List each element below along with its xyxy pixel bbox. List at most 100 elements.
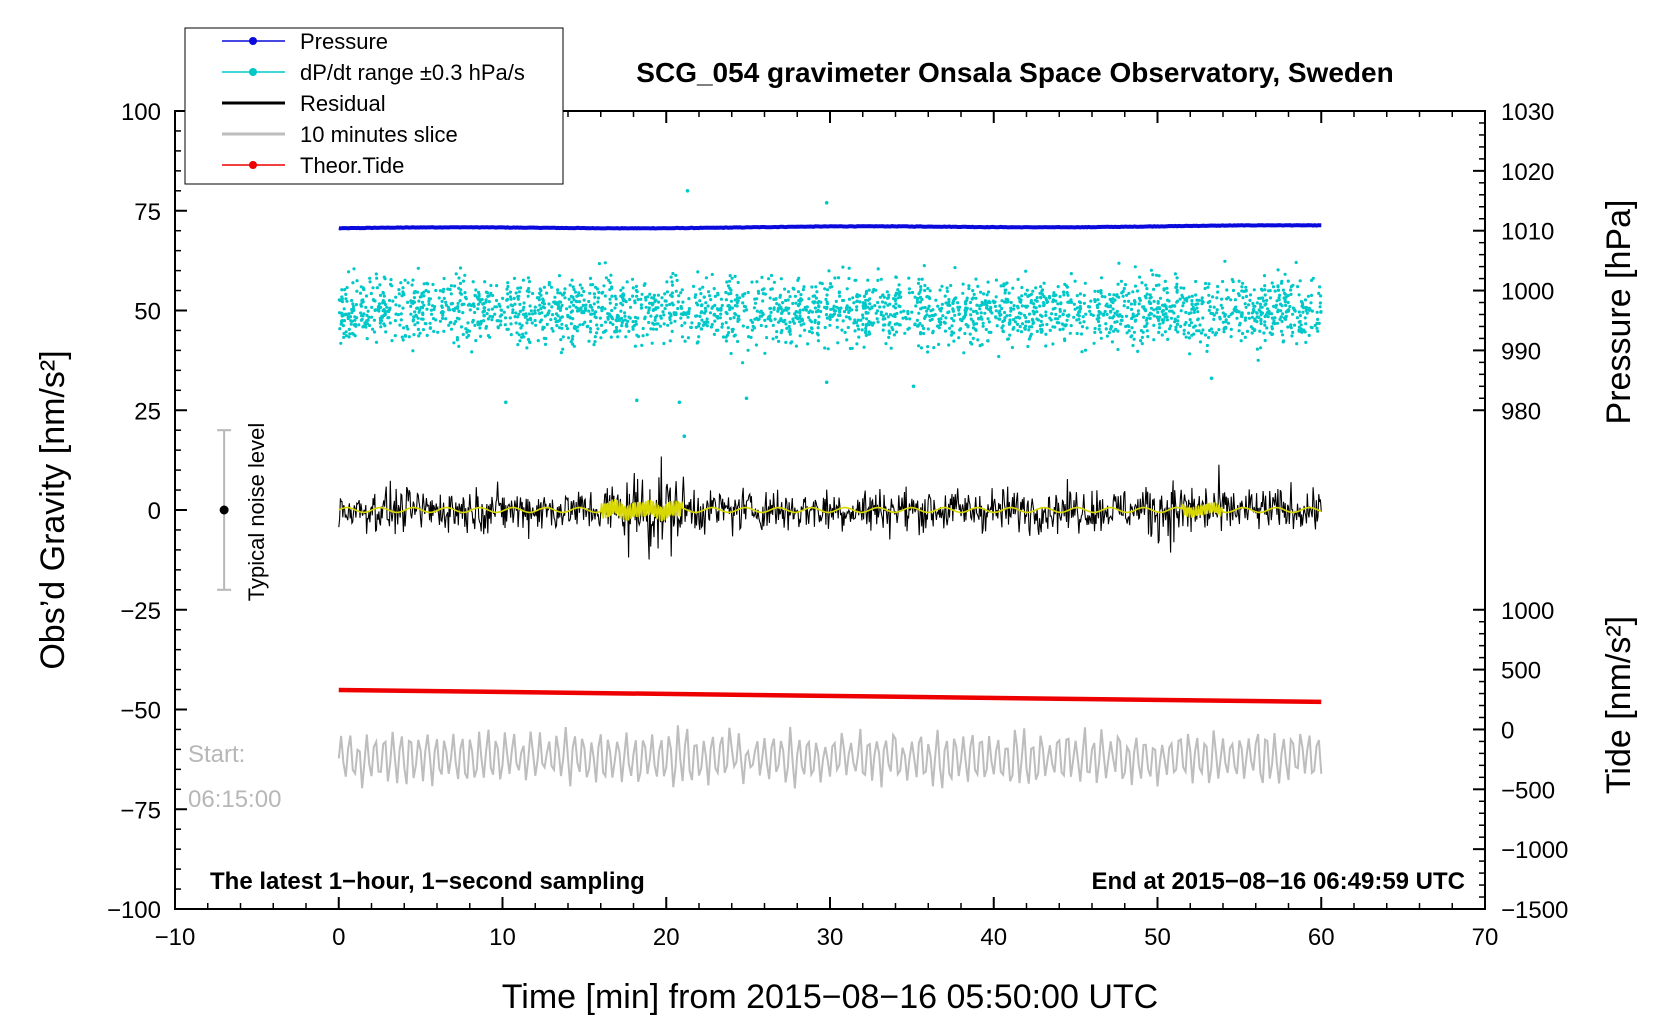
dpdt-point [799,323,803,327]
dpdt-point [1294,260,1298,265]
dpdt-point [1266,307,1270,311]
dpdt-point [1291,283,1295,287]
dpdt-point [1245,329,1250,333]
dpdt-point [633,299,637,303]
dpdt-point [393,319,397,323]
dpdt-point [1317,321,1321,325]
dpdt-point [951,301,955,305]
dpdt-point [712,313,716,317]
dpdt-point [563,287,567,291]
dpdt-point [391,299,395,303]
dpdt-point [828,317,832,321]
dpdt-point [864,322,869,327]
dpdt-point [1164,307,1169,311]
dpdt-point [1044,310,1048,314]
dpdt-point [1099,276,1104,280]
dpdt-point [780,310,785,314]
dpdt-point [1007,322,1012,326]
dpdt-point [1270,312,1274,316]
dpdt-point [455,338,459,342]
dpdt-point [352,323,356,327]
dpdt-point [945,289,950,293]
dpdt-point [538,287,542,291]
dpdt-point [572,287,576,292]
dpdt-point [401,286,405,290]
dpdt-point [594,310,598,314]
dpdt-point [1244,294,1249,298]
dpdt-point [449,327,454,331]
dpdt-point [953,266,957,270]
dpdt-point [658,324,663,328]
dpdt-point [1283,317,1288,321]
dpdt-point [833,276,837,280]
dpdt-point [399,318,403,322]
dpdt-point [449,284,453,288]
dpdt-point [461,332,465,337]
x-tick-label: 60 [1308,924,1335,951]
dpdt-point [1157,306,1162,310]
dpdt-point [1278,317,1282,321]
dpdt-point [436,330,440,334]
dpdt-point [1024,324,1028,328]
dpdt-point [857,335,861,339]
dpdt-point [422,290,426,294]
dpdt-point [1032,305,1036,309]
dpdt-point [893,322,897,326]
dpdt-point [390,284,394,288]
dpdt-point [847,297,852,301]
dpdt-point [919,285,923,289]
dpdt-point [947,343,951,347]
dpdt-point [603,307,607,311]
dpdt-point [1039,327,1043,331]
dpdt-point [464,297,468,301]
dpdt-point [1039,296,1043,300]
dpdt-point [1248,293,1253,297]
dpdt-point [508,290,512,294]
dpdt-point [506,327,510,331]
dpdt-point [1073,279,1077,283]
dpdt-point [975,303,979,307]
dpdt-point [1232,307,1236,312]
dpdt-point [561,347,565,351]
dpdt-point [851,296,855,300]
sampling-note: The latest 1−hour, 1−second sampling [210,868,645,895]
dpdt-point [639,306,644,310]
dpdt-point [1280,319,1284,324]
pressure-tick-label: 980 [1501,398,1541,425]
dpdt-point [1247,316,1251,320]
dpdt-point [561,335,565,339]
dpdt-point [669,293,673,297]
dpdt-point [802,322,806,326]
dpdt-point [595,323,599,327]
dpdt-point [577,300,582,304]
dpdt-point [816,333,820,337]
dpdt-point [1195,306,1199,310]
dpdt-point [1082,320,1086,324]
dpdt-point [862,294,867,298]
dpdt-point [463,291,467,295]
dpdt-point [616,335,620,339]
dpdt-point [1270,332,1275,336]
dpdt-point [618,329,622,333]
dpdt-point [1270,281,1274,285]
dpdt-point [1081,315,1085,319]
dpdt-point [892,304,896,308]
dpdt-point [565,327,570,331]
dpdt-point [876,320,880,324]
dpdt-point [995,324,999,328]
dpdt-point [474,339,478,343]
dpdt-point [498,314,502,318]
dpdt-point [972,292,976,296]
dpdt-point [478,300,482,304]
dpdt-point [1233,298,1237,302]
dpdt-point [1187,323,1192,327]
dpdt-point [1288,304,1292,309]
dpdt-point [1063,324,1067,328]
dpdt-point [380,319,384,323]
dpdt-point [797,302,802,306]
dpdt-point [609,335,613,339]
dpdt-point [784,340,788,344]
x-axis-label: Time [min] from 2015−08−16 05:50:00 UTC [502,978,1158,1016]
dpdt-point [907,326,911,330]
dpdt-point [712,332,717,336]
